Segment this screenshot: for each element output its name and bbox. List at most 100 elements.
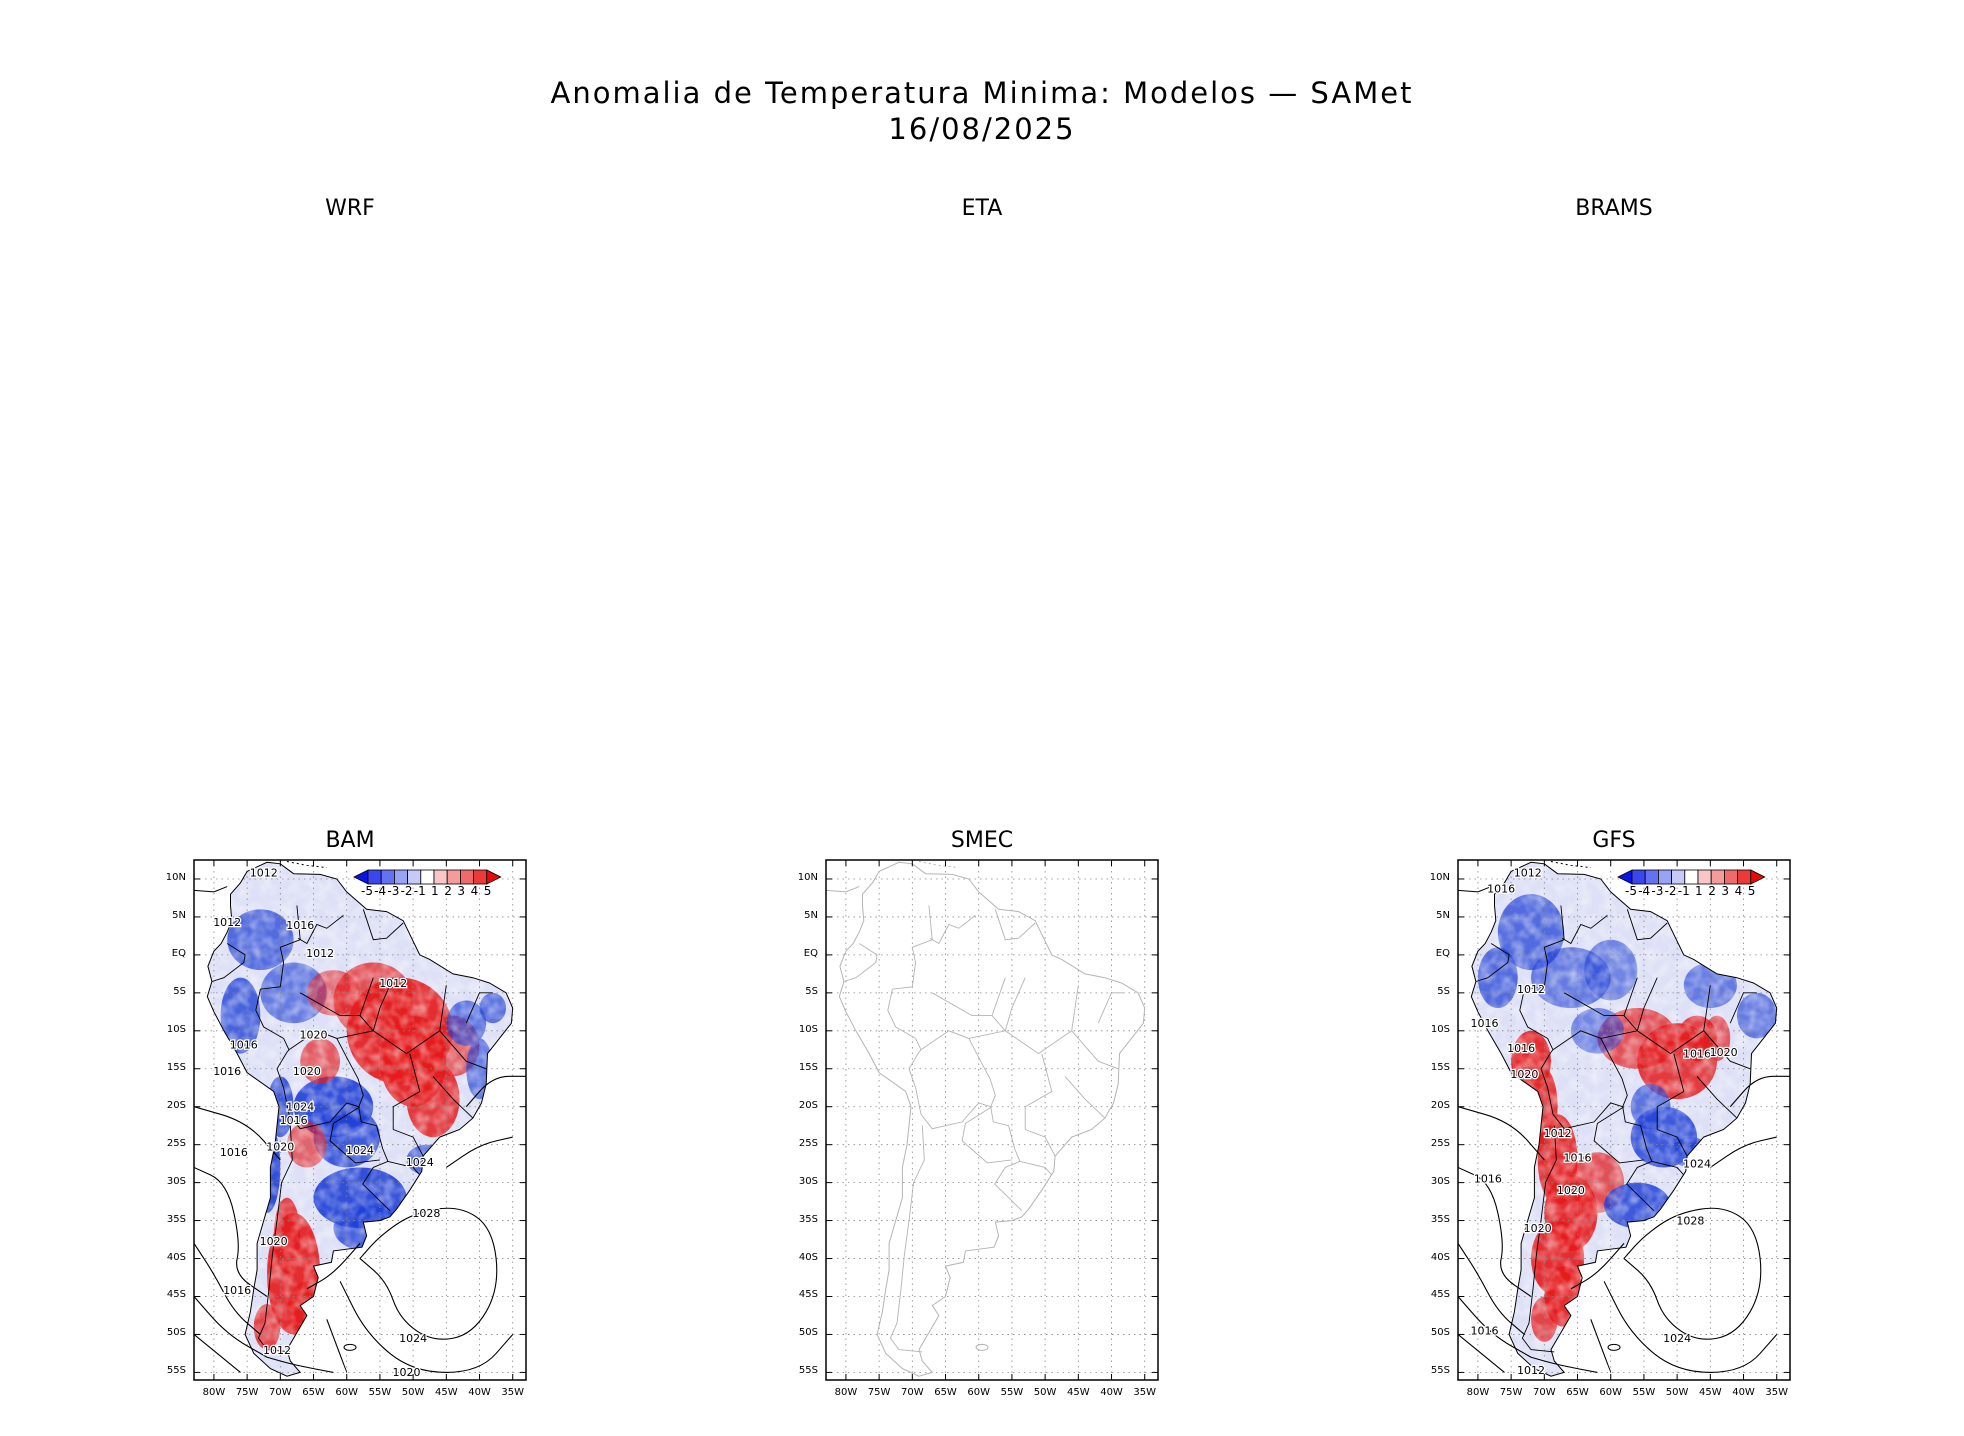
colorbar-tick-label: -4 bbox=[374, 884, 387, 898]
lon-tick-label: 70W bbox=[901, 1387, 924, 1398]
lon-tick-label: 60W bbox=[967, 1387, 991, 1398]
colorbar-swatch bbox=[1737, 869, 1752, 885]
colorbar-swatch bbox=[1658, 869, 1673, 885]
isobar-label: 1020 bbox=[1557, 1184, 1585, 1197]
colorbar-swatch bbox=[1631, 869, 1646, 885]
lon-tick-label: 80W bbox=[834, 1387, 858, 1398]
colorbar-tick-label: 5 bbox=[483, 884, 492, 898]
lat-tick-label: 10S bbox=[1430, 1023, 1450, 1035]
isobar-label: 1020 bbox=[1524, 1222, 1552, 1235]
colorbar-swatch bbox=[1671, 869, 1686, 885]
lon-tick-label: 75W bbox=[1499, 1387, 1523, 1398]
lat-tick-label: 15S bbox=[166, 1061, 186, 1073]
lat-tick-label: 5S bbox=[1437, 985, 1450, 997]
lon-tick-label: 65W bbox=[1566, 1387, 1589, 1398]
colorbar-swatch bbox=[1724, 869, 1739, 885]
lon-tick-label: 70W bbox=[1533, 1387, 1556, 1398]
isobar-label: 1016 bbox=[1564, 1151, 1592, 1164]
isobar-label: 1016 bbox=[280, 1114, 308, 1127]
colorbar-tick-label: 3 bbox=[1721, 884, 1730, 898]
lat-tick-label: 40S bbox=[166, 1251, 186, 1263]
colorbar-tick-label: 2 bbox=[1708, 884, 1716, 898]
lat-tick-label: 55S bbox=[798, 1365, 818, 1377]
lat-tick-label: 25S bbox=[798, 1137, 818, 1149]
panel-title-eta: ETA bbox=[961, 196, 1003, 221]
lat-tick-label: 5S bbox=[805, 985, 818, 997]
colorbar-legend: -5 -4 -3 -2 -1 1 2 3 4 5 bbox=[1617, 869, 1788, 898]
colorbar-tick-label: 3 bbox=[457, 884, 466, 898]
isobar-label: 1016 bbox=[1683, 1047, 1711, 1060]
map-svg bbox=[825, 859, 1159, 1381]
lat-tick-label: 15S bbox=[798, 1061, 818, 1073]
lat-tick-label: EQ bbox=[171, 947, 186, 959]
lon-tick-label: 55W bbox=[368, 1387, 392, 1398]
isobars bbox=[1458, 1075, 1790, 1373]
colorbar-swatch bbox=[433, 869, 448, 885]
lon-tick-label: 35W bbox=[1765, 1387, 1789, 1398]
lat-tick-label: 45S bbox=[798, 1289, 818, 1301]
colorbar-tick-label: -3 bbox=[387, 884, 400, 898]
panel-title-bam: BAM bbox=[325, 828, 375, 853]
isobar-label: 1024 bbox=[346, 1144, 374, 1157]
isobar-label: 1028 bbox=[412, 1207, 440, 1220]
panel-title-smec: SMEC bbox=[950, 828, 1014, 853]
lat-tick-label: 25S bbox=[166, 1137, 186, 1149]
lat-tick-label: 5N bbox=[804, 909, 818, 921]
lon-tick-label: 40W bbox=[1100, 1387, 1123, 1398]
map-svg: 1012 1012 1016 1012 1012 1020 1016 1016 1020 1024… bbox=[193, 859, 527, 1381]
isobar-label: 1012 bbox=[306, 947, 334, 960]
lon-tick-label: 45W bbox=[435, 1387, 458, 1398]
lon-tick-label: 60W bbox=[1599, 1387, 1623, 1398]
isobar-label: 1016 bbox=[230, 1038, 258, 1051]
lon-tick-label: 60W bbox=[335, 1387, 359, 1398]
lat-tick-label: 35S bbox=[1430, 1213, 1450, 1225]
panel-title-gfs: GFS bbox=[1592, 828, 1636, 853]
figure-title-date: 16/08/2025 bbox=[888, 112, 1076, 146]
figure-title-line1: Anomalia de Temperatura Minima: Modelos … bbox=[550, 76, 1414, 110]
colorbar-swatch bbox=[1697, 869, 1712, 885]
lon-tick-label: 65W bbox=[302, 1387, 325, 1398]
lat-tick-label: 40S bbox=[798, 1251, 818, 1263]
lon-tick-label: 50W bbox=[1033, 1387, 1057, 1398]
lon-tick-label: 80W bbox=[1466, 1387, 1490, 1398]
colorbar-tick-label: 5 bbox=[1747, 884, 1756, 898]
lat-tick-label: 35S bbox=[798, 1213, 818, 1225]
colorbar-tick-label: -2 bbox=[1664, 884, 1677, 898]
lat-tick-label: 10S bbox=[798, 1023, 818, 1035]
lat-tick-label: 20S bbox=[1430, 1099, 1450, 1111]
isobar-label: 1020 bbox=[392, 1366, 420, 1379]
colorbar-swatch bbox=[394, 869, 409, 885]
lat-tick-label: 5S bbox=[173, 985, 186, 997]
lat-tick-label: 35S bbox=[166, 1213, 186, 1225]
lat-tick-label: 30S bbox=[1430, 1175, 1450, 1187]
isobar-label: 1012 bbox=[250, 867, 278, 880]
isobar-label: 1016 bbox=[1507, 1042, 1535, 1055]
lon-tick-label: 65W bbox=[934, 1387, 957, 1398]
isobar-label: 1020 bbox=[260, 1235, 288, 1248]
isobar-label: 1012 bbox=[1517, 983, 1545, 996]
lon-tick-label: 75W bbox=[867, 1387, 891, 1398]
lon-tick-label: 50W bbox=[401, 1387, 425, 1398]
colorbar-swatch bbox=[1644, 869, 1659, 885]
lat-tick-label: 5N bbox=[172, 909, 186, 921]
colorbar-tick-label: -1 bbox=[1677, 884, 1690, 898]
isobar-label: 1020 bbox=[300, 1028, 328, 1041]
lat-tick-label: EQ bbox=[1435, 947, 1450, 959]
map-panel-bam: 1012 1012 1016 1012 1012 1020 1016 1016 1020 1024… bbox=[166, 859, 527, 1398]
colorbar-swatch bbox=[1710, 869, 1725, 885]
lon-tick-label: 35W bbox=[1133, 1387, 1157, 1398]
lat-tick-label: 55S bbox=[166, 1365, 186, 1377]
isobar-label: 1024 bbox=[406, 1156, 434, 1169]
coastline bbox=[838, 861, 1146, 1377]
lat-tick-label: 5N bbox=[1436, 909, 1450, 921]
lat-tick-label: 30S bbox=[798, 1175, 818, 1187]
lon-tick-label: 55W bbox=[1000, 1387, 1024, 1398]
isobars bbox=[194, 1075, 526, 1373]
isobar-label: 1016 bbox=[223, 1284, 251, 1297]
lat-tick-label: 50S bbox=[1430, 1327, 1450, 1339]
isobar-label: 1012 bbox=[1517, 1364, 1545, 1377]
lon-tick-label: 45W bbox=[1699, 1387, 1722, 1398]
isobar-label: 1016 bbox=[1487, 883, 1515, 896]
colorbar-swatch bbox=[420, 869, 435, 885]
isobar-label: 1016 bbox=[286, 919, 314, 932]
